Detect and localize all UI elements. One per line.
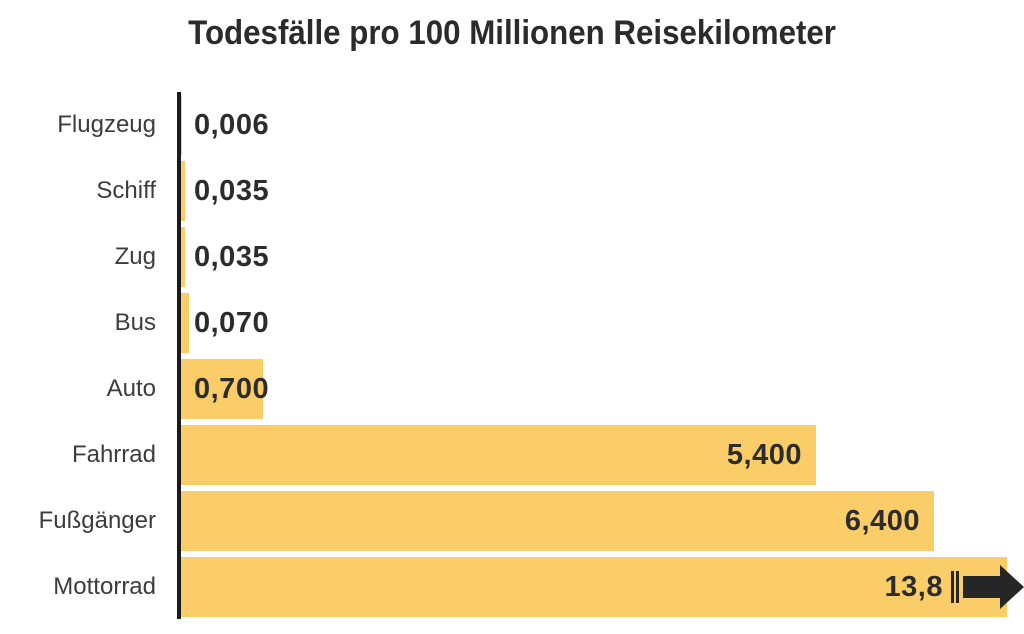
value-label: 5,400 [726, 438, 802, 471]
bar-area: 6,400 [181, 488, 1024, 554]
chart-row: Zug 0,035 [0, 224, 1024, 290]
value-label: 6,400 [844, 504, 920, 537]
bar [181, 227, 185, 287]
arrow-head [1000, 565, 1024, 609]
chart-row: Mottorrad 13,8 [0, 554, 1024, 620]
chart-row: Fahrrad 5,400 [0, 422, 1024, 488]
bar [181, 95, 182, 155]
y-axis-line [177, 92, 181, 619]
bar-area: 0,035 [181, 224, 1024, 290]
bar [181, 557, 1007, 617]
category-label: Schiff [96, 177, 156, 204]
value-label: 13,8 [884, 570, 943, 603]
category-label: Fußgänger [38, 507, 156, 534]
category-label: Bus [114, 309, 156, 336]
bar-area: 13,8 [181, 554, 1024, 620]
category-label: Zug [114, 243, 156, 270]
chart-title-container: Todesfälle pro 100 Millionen Reisekilome… [0, 14, 1024, 53]
category-label: Fahrrad [71, 441, 156, 468]
arrow-break-line [956, 571, 959, 603]
bar [181, 161, 185, 221]
chart-row: Bus 0,070 [0, 290, 1024, 356]
bar [181, 491, 934, 551]
overflow-right-arrow-icon [951, 565, 1024, 609]
category-label: Flugzeug [57, 111, 156, 138]
chart-row: Fußgänger 6,400 [0, 488, 1024, 554]
value-label: 0,035 [194, 174, 270, 207]
chart-row: Auto 0,700 [0, 356, 1024, 422]
bar-area: 0,035 [181, 158, 1024, 224]
bar-area: 0,070 [181, 290, 1024, 356]
chart-row: Schiff 0,035 [0, 158, 1024, 224]
value-label: 0,035 [194, 240, 270, 273]
bar-area: 0,006 [181, 92, 1024, 158]
bar [181, 425, 816, 485]
bar [181, 359, 263, 419]
arrow-shaft [963, 576, 1001, 598]
arrow-break-line [951, 571, 954, 603]
chart-row: Flugzeug 0,006 [0, 92, 1024, 158]
value-label: 0,700 [194, 372, 270, 405]
category-label: Mottorrad [53, 573, 156, 600]
bar-area: 0,700 [181, 356, 1024, 422]
value-label: 0,006 [194, 108, 270, 141]
bar [181, 293, 189, 353]
bar-rows-container: Flugzeug 0,006 Schiff 0,035 [0, 92, 1024, 620]
value-label: 0,070 [194, 306, 270, 339]
category-label: Auto [106, 375, 156, 402]
bar-area: 5,400 [181, 422, 1024, 488]
chart-title: Todesfälle pro 100 Millionen Reisekilome… [188, 14, 836, 52]
